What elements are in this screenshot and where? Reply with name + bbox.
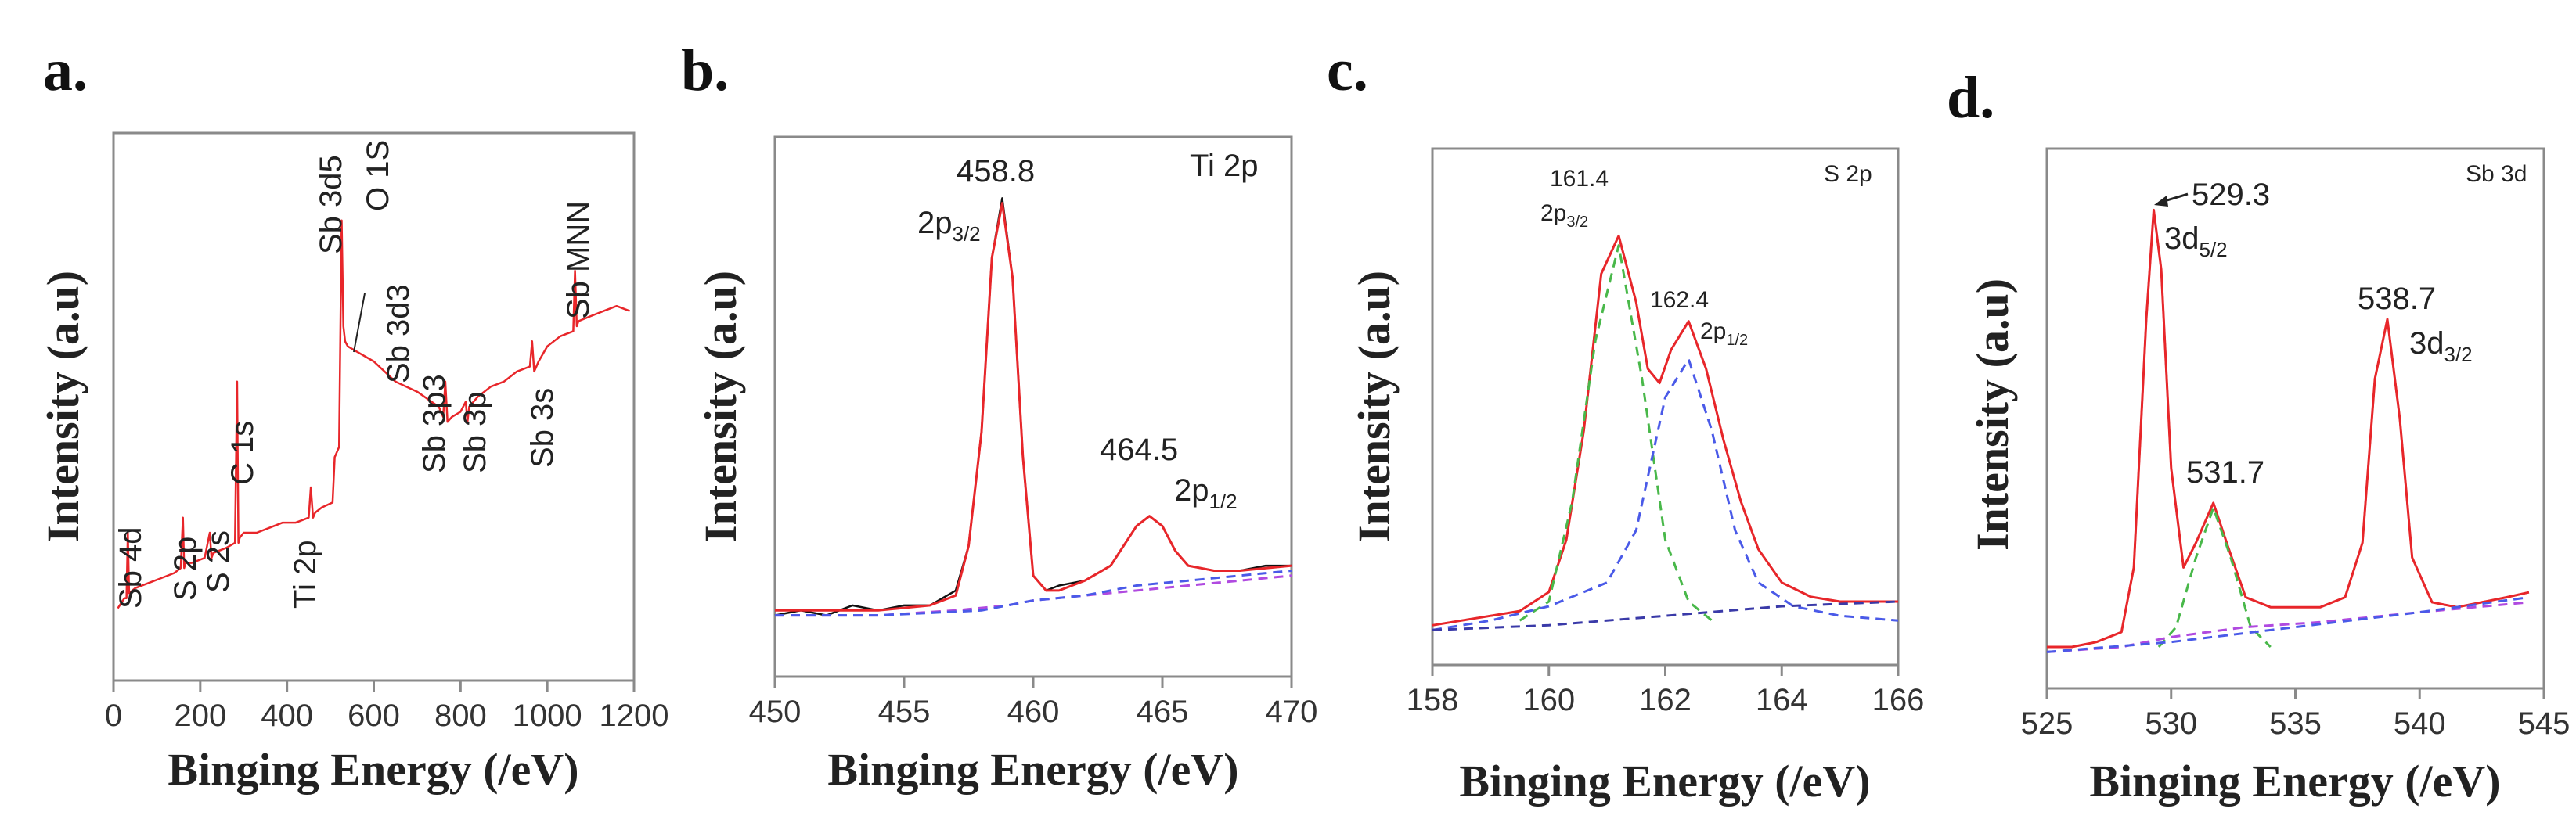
panel-c-x-axis-title: Binging Energy (/eV) [1459, 756, 1870, 807]
x-tick-label: 0 [105, 699, 122, 733]
panel-b-series [774, 197, 1292, 617]
series-line-fit [2047, 208, 2530, 649]
series-line-s-2p3-2-component [1519, 244, 1713, 622]
x-tick-label: 540 [2394, 706, 2446, 741]
x-tick-label: 1000 [513, 699, 582, 733]
panel-c: c. 158 160 162 164 166 S 2p Binging Energy (… [1327, 38, 1924, 807]
panel-d-x-ticks: 525 530 535 540 545 [2021, 688, 2571, 741]
peak-value-531-7: 531.7 [2186, 455, 2264, 490]
panel-d-series [2046, 208, 2530, 653]
panel-a-y-axis-title: Intensity (a.u) [38, 271, 88, 543]
peak-value-529-3: 529.3 [2192, 178, 2270, 212]
panel-b: b. 450 455 460 465 470 Ti 2p Binging Energy … [681, 38, 1317, 795]
peak-label-3d52: 3d5/2 [2164, 221, 2228, 261]
x-tick-label: 545 [2518, 706, 2571, 741]
peak-label-sb4d: Sb 4d [113, 526, 148, 609]
panel-b-x-ticks: 450 455 460 465 470 [749, 677, 1318, 729]
x-tick-label: 525 [2021, 706, 2073, 741]
panel-b-title: Ti 2p [1190, 149, 1258, 183]
peak-label-s2s: S 2s [201, 530, 236, 593]
x-tick-label: 470 [1266, 695, 1318, 729]
peak-value-162-4: 162.4 [1650, 287, 1709, 313]
panel-c-frame [1431, 147, 1900, 667]
panel-b-x-axis-title: Binging Energy (/eV) [827, 744, 1238, 795]
panel-b-letter: b. [681, 38, 729, 103]
panel-c-title: S 2p [1824, 161, 1872, 187]
panel-c-series [1432, 234, 1899, 631]
x-tick-label: 535 [2269, 706, 2322, 741]
x-tick-label: 465 [1137, 695, 1189, 729]
series-line-baseline [1432, 600, 1899, 631]
peak-label-2p32: 2p3/2 [917, 206, 981, 246]
panel-a-x-ticks: 0 200 400 600 800 1000 1200 [105, 681, 669, 733]
x-tick-label: 600 [348, 699, 400, 733]
peak-label-s-2p12: 2p1/2 [1700, 318, 1748, 349]
panel-b-frame [773, 135, 1293, 678]
peak-label-c1s: C 1s [225, 421, 260, 485]
x-tick-label: 166 [1872, 683, 1925, 717]
panel-d: d. 525 530 535 540 545 Sb 3d Binging Energy … [1947, 65, 2570, 807]
peak-label-3d32: 3d3/2 [2409, 326, 2473, 366]
panel-b-y-axis-title: Intensity (a.u) [695, 271, 746, 543]
peak-label-2p12: 2p1/2 [1174, 473, 1238, 513]
x-tick-label: 200 [174, 699, 226, 733]
x-tick-label: 800 [434, 699, 487, 733]
peak-label-s-2p32: 2p3/2 [1540, 200, 1588, 231]
series-line-baseline [2046, 596, 2530, 653]
panel-d-letter: d. [1947, 65, 1994, 131]
series-line-raw [774, 197, 1292, 616]
x-tick-label: 455 [878, 695, 931, 729]
panel-d-x-axis-title: Binging Energy (/eV) [2089, 756, 2500, 807]
peak-label-sb3d3: Sb 3d3 [381, 284, 416, 383]
peak-label-s2p: S 2p [168, 537, 203, 601]
panel-d-y-axis-title: Intensity (a.u) [1967, 278, 2018, 551]
panel-a-x-axis-title: Binging Energy (/eV) [168, 744, 578, 795]
x-tick-label: 1200 [600, 699, 669, 733]
x-tick-label: 160 [1522, 683, 1575, 717]
panel-c-letter: c. [1327, 38, 1368, 103]
panel-a-letter: a. [43, 38, 88, 103]
peak-value-538-7: 538.7 [2358, 282, 2436, 316]
series-line-survey [117, 219, 630, 609]
x-tick-label: 530 [2145, 706, 2197, 741]
peak-label-o1s: O 1S [361, 140, 395, 211]
x-tick-label: 164 [1756, 683, 1808, 717]
x-tick-label: 460 [1007, 695, 1060, 729]
529-3-arrowhead [2154, 196, 2168, 207]
panel-c-x-ticks: 158 160 162 164 166 [1407, 665, 1925, 717]
peak-label-sb3s: Sb 3s [525, 388, 560, 468]
series-line-s-2p1-2-component [1432, 358, 1899, 631]
x-tick-label: 158 [1407, 683, 1459, 717]
peak-label-sb3p3: Sb 3p3 [417, 374, 452, 473]
peak-label-ti2p: Ti 2p [288, 541, 322, 609]
peak-value-161-4: 161.4 [1550, 166, 1609, 192]
peak-value-464-5: 464.5 [1100, 433, 1178, 467]
series-line-fit [775, 202, 1292, 612]
series-line-raw [2047, 209, 2530, 649]
peak-label-sbmnn: Sb MNN [561, 201, 596, 319]
panel-c-y-axis-title: Intensity (a.u) [1349, 271, 1400, 543]
panel-d-title: Sb 3d [2466, 161, 2527, 187]
panel-a: a. 0 200 400 600 800 1000 1200 Binging Energy … [38, 38, 668, 795]
x-tick-label: 400 [261, 699, 313, 733]
peak-label-sb3p: Sb 3p [458, 391, 492, 473]
x-tick-label: 450 [749, 695, 802, 729]
series-line-fit [1432, 234, 1898, 627]
peak-label-sb3d5: Sb 3d5 [314, 155, 348, 254]
peak-value-458-8: 458.8 [957, 154, 1035, 189]
panel-a-series [117, 219, 630, 609]
x-tick-label: 162 [1639, 683, 1692, 717]
o1s-leader-line [353, 293, 366, 353]
